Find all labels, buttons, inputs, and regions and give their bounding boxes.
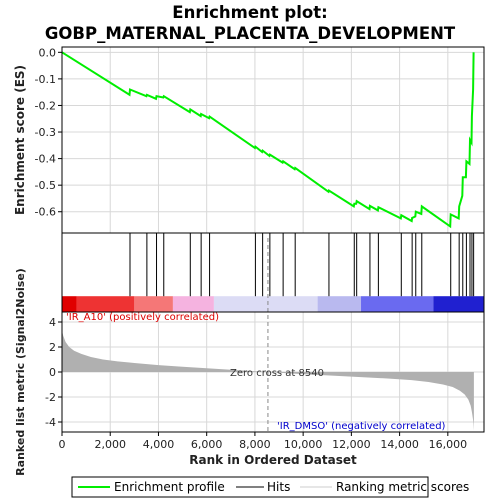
- es-tick-label: -0.1: [35, 73, 56, 86]
- x-tick-label: 10,000: [284, 438, 323, 451]
- chart-title-line2: GOBP_MATERNAL_PLACENTA_DEVELOPMENT: [45, 24, 456, 43]
- legend-enrichment-label: Enrichment profile: [114, 480, 225, 494]
- x-tick-label: 2,000: [94, 438, 126, 451]
- chart-title-line1: Enrichment plot:: [172, 3, 327, 22]
- ranked-list-panel: 420-2-40 2,000 4,000 6,000 8,000 10,000 12,000…: [45, 238, 485, 451]
- enrichment-score-panel: 0.0 -0.1 -0.2 -0.3 -0.4 -0.5 -0.6: [35, 46, 485, 234]
- x-tick-label: 6,000: [191, 438, 223, 451]
- legend: Enrichment profile Hits Ranking metric s…: [71, 476, 469, 498]
- hits-panel: [61, 232, 485, 313]
- rank-tick-label: 0: [49, 366, 56, 379]
- es-tick-label: -0.5: [35, 179, 56, 192]
- x-axis-label: Rank in Ordered Dataset: [189, 453, 357, 467]
- es-tick-label: -0.3: [35, 126, 56, 139]
- legend-hits-label: Hits: [267, 480, 290, 494]
- x-tick-label: 12,000: [332, 438, 371, 451]
- x-tick-label: 16,000: [429, 438, 468, 451]
- heatmap-segment: [62, 296, 77, 312]
- heatmap-segment: [317, 296, 362, 312]
- rank-axis-label: Ranked list metric (Signal2Noise): [14, 268, 27, 476]
- es-axis-label: Enrichment score (ES): [13, 65, 27, 215]
- es-tick-label: -0.6: [35, 206, 56, 219]
- heatmap-segment: [76, 296, 135, 312]
- rank-tick-label: -2: [45, 391, 56, 404]
- x-tick-label: 0: [59, 438, 66, 451]
- rank-tick-label: -4: [45, 416, 56, 429]
- heatmap-segment: [213, 296, 318, 312]
- positive-correlation-label: 'IR_A10' (positively correlated): [66, 312, 219, 323]
- negative-correlation-label: 'IR_DMSO' (negatively correlated): [277, 421, 446, 432]
- es-tick-label: 0.0: [39, 46, 57, 59]
- legend-ranking-label: Ranking metric scores: [336, 480, 469, 494]
- es-tick-label: -0.2: [35, 99, 56, 112]
- zero-cross-label: Zero cross at 8540: [230, 368, 324, 379]
- rank-tick-label: 4: [49, 316, 56, 329]
- heatmap-segment: [134, 296, 173, 312]
- heatmap-segment: [433, 296, 484, 312]
- es-tick-label: -0.4: [35, 153, 56, 166]
- x-tick-label: 14,000: [380, 438, 419, 451]
- heatmap-segment: [172, 296, 214, 312]
- x-tick-label: 8,000: [239, 438, 271, 451]
- heatmap-segment: [361, 296, 434, 312]
- enrichment-profile-line: [61, 51, 475, 229]
- x-tick-label: 4,000: [143, 438, 175, 451]
- rank-tick-label: 2: [49, 341, 56, 354]
